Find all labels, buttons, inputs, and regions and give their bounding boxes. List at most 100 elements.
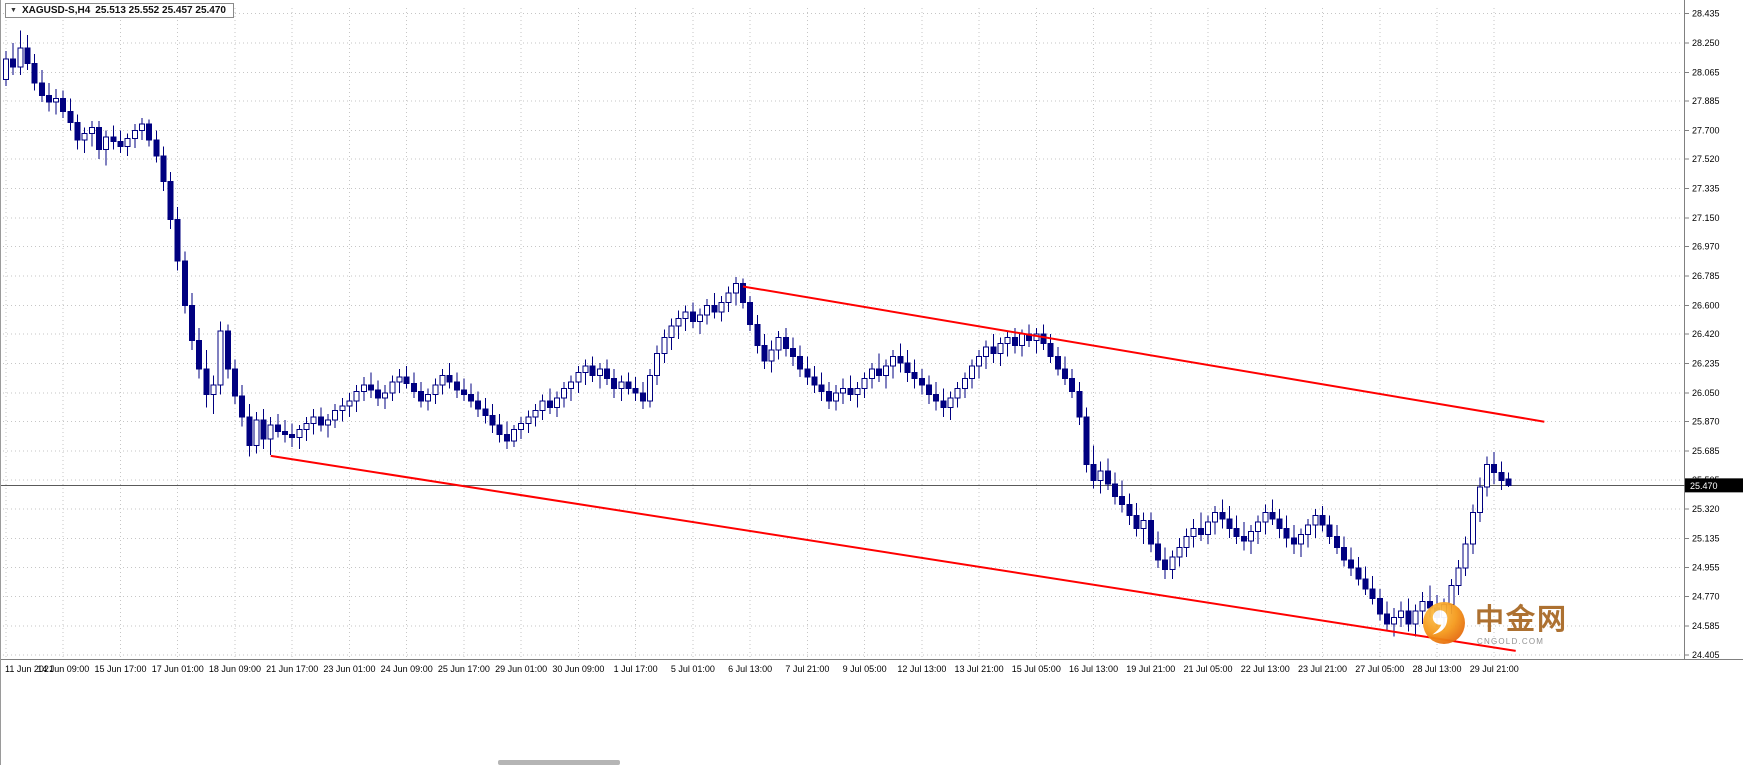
candle-body: [511, 429, 518, 442]
time-axis-label: 17 Jun 01:00: [152, 664, 204, 674]
candle-body: [668, 325, 675, 338]
candle-body: [417, 390, 424, 402]
time-axis-label: 19 Jul 21:00: [1126, 664, 1175, 674]
price-axis-label: 27.150: [1692, 213, 1720, 223]
candle-body: [1505, 478, 1512, 486]
candle-body: [704, 305, 711, 316]
candle-body: [797, 355, 804, 370]
candle-body: [1233, 527, 1240, 537]
candle-body: [890, 355, 897, 367]
candle-body: [875, 368, 882, 377]
horizontal-scrollbar-thumb[interactable]: [498, 760, 620, 765]
candle-body: [1290, 537, 1297, 545]
time-axis-label: 1 Jul 17:00: [614, 664, 658, 674]
candle-body: [475, 400, 482, 410]
time-axis-label: 13 Jul 21:00: [955, 664, 1004, 674]
candle-body: [1455, 567, 1462, 587]
candle-body: [1219, 511, 1226, 520]
candle-body: [453, 381, 460, 391]
price-axis-label: 26.970: [1692, 242, 1720, 252]
candle-body: [1405, 610, 1412, 625]
candle-body: [1004, 336, 1011, 345]
time-axis-label: 7 Jul 21:00: [785, 664, 829, 674]
current-price-badge: [1685, 478, 1743, 493]
candle-body: [1104, 470, 1111, 485]
candle-body: [196, 340, 203, 370]
cngold-logo-icon: [1421, 600, 1467, 651]
candle-body: [181, 260, 188, 307]
candle-body: [1154, 543, 1161, 561]
price-axis-label: 26.050: [1692, 388, 1720, 398]
candle-body: [332, 410, 339, 421]
time-axis-label: 24 Jun 09:00: [381, 664, 433, 674]
candle-body: [1326, 524, 1333, 537]
time-axis-label: 9 Jul 05:00: [843, 664, 887, 674]
time-axis-label: 11 Jun 2021: [5, 664, 54, 674]
candle-body: [1212, 511, 1219, 523]
candle-body: [818, 384, 825, 392]
candle-body: [317, 416, 324, 426]
price-axis-label: 27.700: [1692, 126, 1720, 136]
candle-body: [1176, 546, 1183, 558]
candle-body: [625, 381, 632, 389]
price-axis-label: 24.955: [1692, 562, 1720, 572]
candle-body: [933, 394, 940, 402]
candle-body: [274, 424, 281, 432]
candle-body: [925, 384, 932, 396]
candle-body: [217, 330, 224, 386]
candle-body: [840, 387, 847, 394]
time-axis-label: 23 Jul 21:00: [1298, 664, 1347, 674]
candle-body: [1262, 511, 1269, 523]
candle-body: [682, 311, 689, 319]
candle-body: [589, 365, 596, 377]
candle-body: [754, 324, 761, 346]
candle-body: [231, 368, 238, 397]
candle-body: [1484, 464, 1491, 488]
price-axis-label: 28.435: [1692, 9, 1720, 19]
price-axis-label: 26.600: [1692, 301, 1720, 311]
candle-body: [725, 292, 732, 303]
candle-body: [611, 378, 618, 389]
candle-body: [940, 400, 947, 408]
candle-body: [410, 383, 417, 392]
candle-body: [997, 343, 1004, 354]
candle-body: [1097, 470, 1104, 482]
candle-body: [146, 123, 153, 141]
price-axis-label: 27.520: [1692, 154, 1720, 164]
candle-body: [138, 123, 145, 132]
current-price-badge-text: 25.470: [1690, 481, 1718, 491]
candle-body: [1269, 511, 1276, 520]
candle-body: [367, 384, 374, 391]
candle-body: [718, 301, 725, 313]
candle-body: [1040, 333, 1047, 345]
candle-body: [904, 362, 911, 373]
price-axis-label: 25.685: [1692, 446, 1720, 456]
candle-body: [303, 422, 310, 431]
candle-body: [1140, 519, 1147, 529]
one-click-trading-toggle-icon[interactable]: ▼: [10, 6, 17, 14]
candle-body: [968, 365, 975, 380]
time-axis-label: 21 Jun 17:00: [266, 664, 318, 674]
candle-body: [160, 155, 167, 182]
candle-body: [167, 180, 174, 221]
time-axis-label: 18 Jun 09:00: [209, 664, 261, 674]
candle-body: [96, 126, 103, 151]
candle-body: [1247, 531, 1254, 542]
price-axis-label: 26.785: [1692, 271, 1720, 281]
time-axis-label: 28 Jul 13:00: [1412, 664, 1461, 674]
candle-body: [1011, 336, 1018, 346]
price-axis-label: 25.320: [1692, 504, 1720, 514]
descending-channel-lower[interactable]: [270, 454, 1516, 652]
candle-body: [947, 397, 954, 408]
candle-body: [525, 416, 532, 424]
candle-body: [1319, 515, 1326, 526]
candle-body: [811, 376, 818, 386]
candle-body: [103, 136, 110, 151]
candle-body: [897, 355, 904, 364]
descending-channel-upper[interactable]: [742, 285, 1545, 423]
candle-body: [761, 344, 768, 362]
candle-body: [267, 424, 274, 440]
candle-body: [976, 355, 983, 367]
price-axis-label: 24.405: [1692, 650, 1720, 660]
